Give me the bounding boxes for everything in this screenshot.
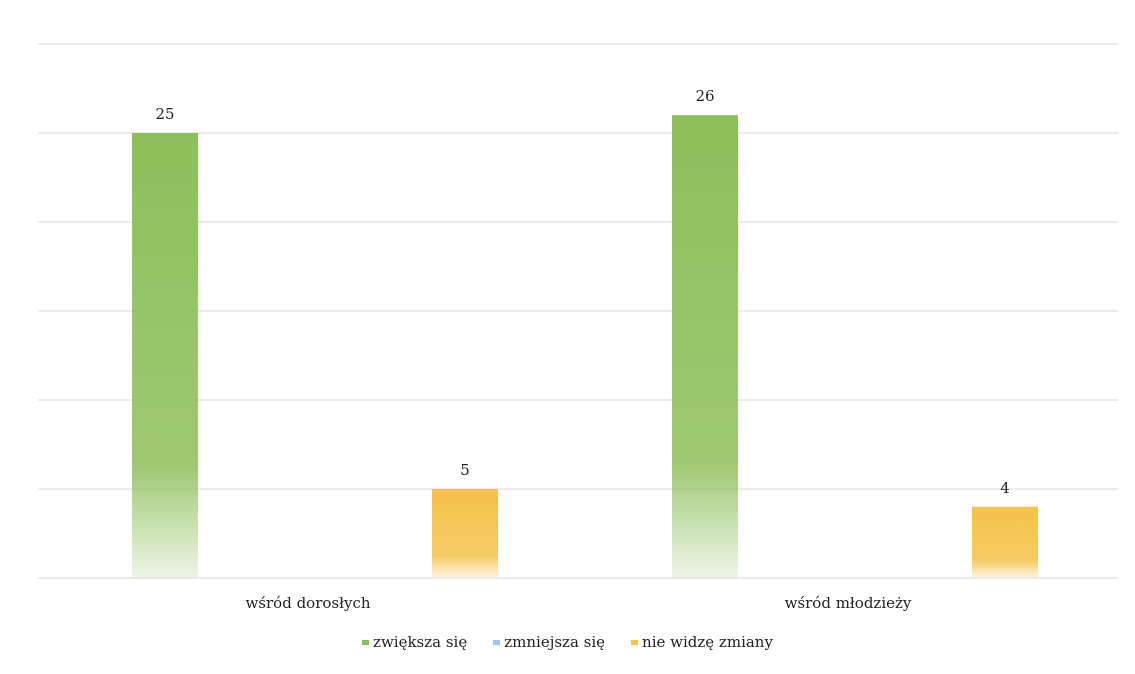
legend-item-no-change: nie widzę zmiany bbox=[631, 633, 773, 651]
legend: zwiększa się zmniejsza się nie widzę zmi… bbox=[0, 633, 1135, 651]
data-labels: 25 5 26 4 bbox=[155, 87, 1009, 497]
data-label-increase-2: 26 bbox=[695, 87, 714, 105]
gridlines bbox=[38, 43, 1118, 579]
data-label-no-change-1: 5 bbox=[460, 461, 470, 479]
legend-swatch-no-change bbox=[631, 639, 639, 645]
bar-no-change-1 bbox=[432, 489, 498, 578]
legend-swatch-decrease bbox=[493, 639, 501, 645]
legend-label-increase: zwiększa się bbox=[373, 633, 468, 651]
category-labels: wśród dorosłych wśród młodzieży bbox=[245, 594, 911, 612]
legend-item-decrease: zmniejsza się bbox=[493, 633, 605, 651]
data-label-no-change-2: 4 bbox=[1000, 479, 1010, 497]
legend-swatch-increase bbox=[362, 639, 370, 645]
data-label-increase-1: 25 bbox=[155, 105, 174, 123]
legend-label-no-change: nie widzę zmiany bbox=[642, 633, 773, 651]
legend-label-decrease: zmniejsza się bbox=[504, 633, 606, 651]
bar-increase-2 bbox=[672, 115, 738, 578]
category-label-1: wśród dorosłych bbox=[245, 594, 370, 612]
legend-item-increase: zwiększa się bbox=[362, 633, 467, 651]
category-label-2: wśród młodzieży bbox=[785, 594, 912, 612]
bar-increase-1 bbox=[132, 133, 198, 578]
bar-no-change-2 bbox=[972, 506, 1038, 578]
bars bbox=[132, 115, 1038, 578]
